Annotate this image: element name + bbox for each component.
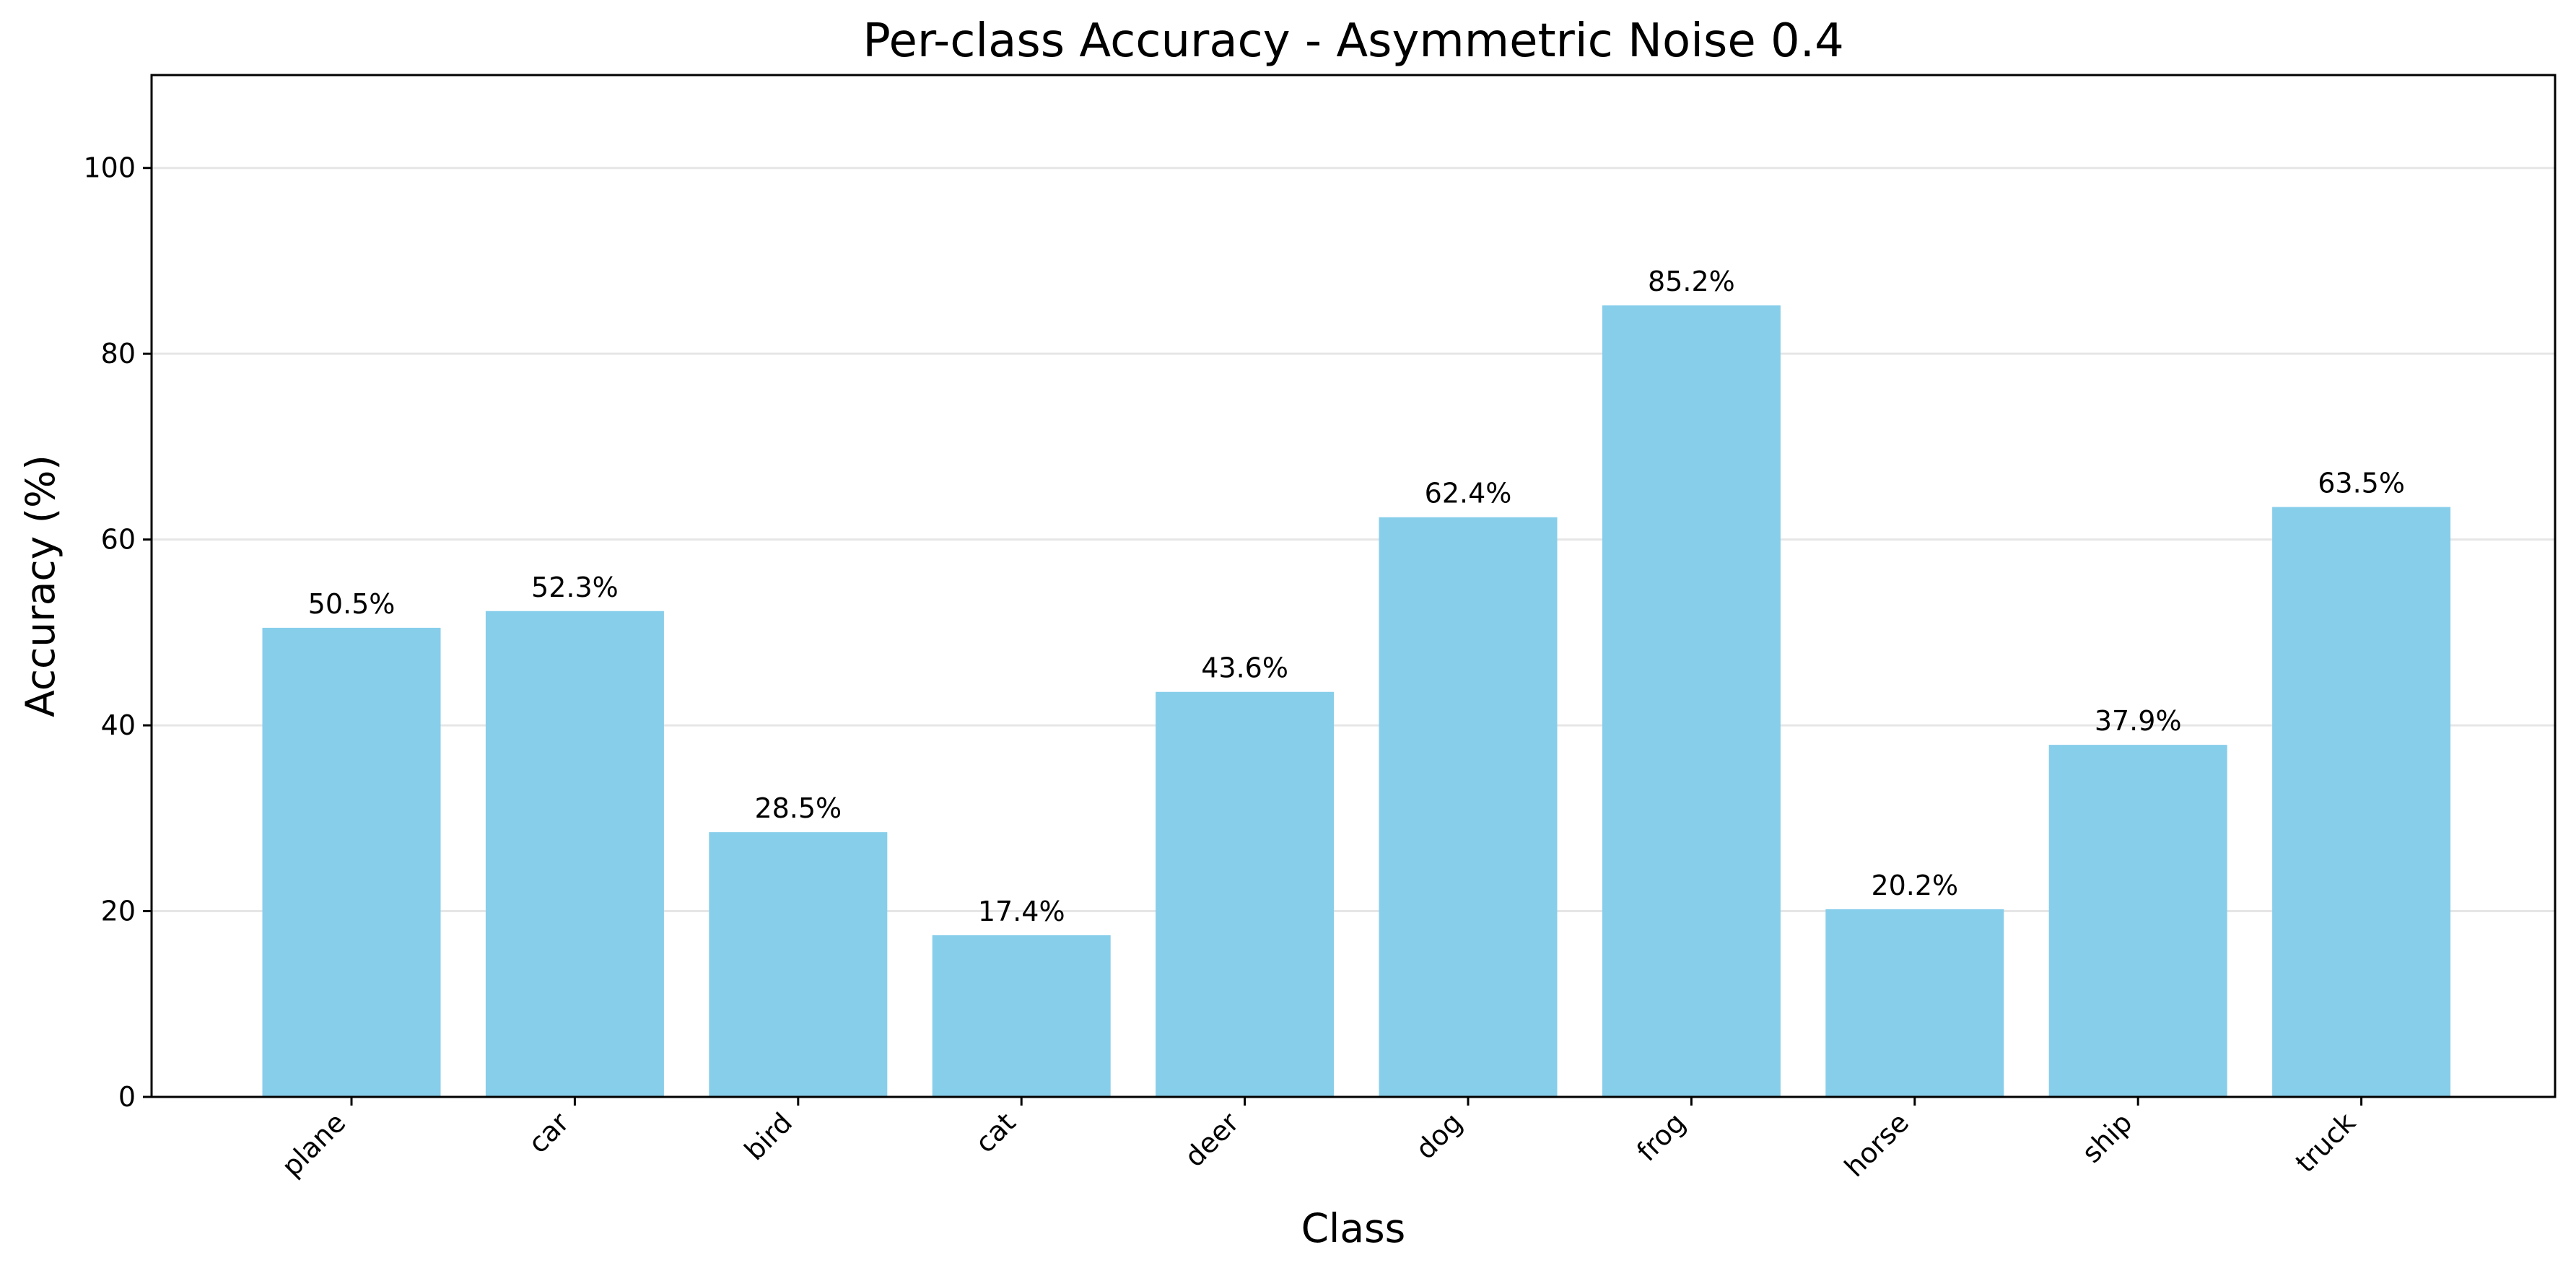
data-label-horse: 20.2% (1871, 870, 1958, 901)
y-tick-label: 80 (101, 338, 136, 369)
y-tick-label: 20 (101, 896, 136, 927)
data-label-frog: 85.2% (1648, 266, 1735, 297)
x-tick-label-cat: cat (969, 1106, 1022, 1159)
x-tick-label-ship: ship (2076, 1106, 2139, 1169)
bar-horse (1825, 909, 2004, 1097)
data-label-bird: 28.5% (754, 792, 842, 824)
y-ticks: 0 20 40 60 80 100 (83, 152, 152, 1113)
bars-layer (262, 305, 2451, 1097)
bar-bird (709, 832, 888, 1097)
x-tick-label-truck: truck (2289, 1106, 2362, 1178)
bar-deer (1156, 691, 1335, 1097)
x-tick-label-horse: horse (1838, 1106, 1915, 1183)
chart-title: Per-class Accuracy - Asymmetric Noise 0.… (863, 14, 1844, 68)
y-tick-label: 60 (101, 524, 136, 556)
x-tick-label-dog: dog (1410, 1106, 1469, 1165)
bar-frog (1602, 305, 1781, 1097)
data-label-plane: 50.5% (308, 588, 396, 620)
bar-truck (2272, 507, 2451, 1097)
x-tick-label-deer: deer (1179, 1106, 1246, 1173)
x-tick-label-car: car (522, 1106, 575, 1160)
x-tick-label-frog: frog (1630, 1106, 1692, 1168)
x-axis-label: Class (1301, 1205, 1406, 1251)
data-label-cat: 17.4% (978, 896, 1065, 927)
data-label-truck: 63.5% (2318, 468, 2405, 499)
bar-ship (2048, 745, 2227, 1097)
y-tick-label: 0 (118, 1081, 136, 1113)
data-label-dog: 62.4% (1425, 478, 1512, 509)
plot-frame (150, 74, 2557, 1098)
bar-plane (262, 627, 441, 1097)
x-tick-label-plane: plane (276, 1106, 352, 1183)
y-tick-label: 40 (101, 709, 136, 741)
y-tick-label: 100 (83, 152, 136, 184)
y-axis-label: Accuracy (%) (17, 455, 64, 717)
x-tick-label-bird: bird (738, 1106, 798, 1166)
data-label-car: 52.3% (531, 572, 619, 603)
bar-car (485, 611, 664, 1097)
data-label-ship: 37.9% (2095, 705, 2182, 737)
x-ticks: plane car bird cat deer dog frog horse ship truck (276, 1097, 2363, 1183)
bar-cat (932, 935, 1111, 1097)
data-labels: 50.5% 52.3% 28.5% 17.4% 43.6% 62.4% 85.2% 20.2%… (308, 266, 2405, 927)
data-label-deer: 43.6% (1201, 652, 1288, 684)
bar-dog (1379, 517, 1558, 1097)
